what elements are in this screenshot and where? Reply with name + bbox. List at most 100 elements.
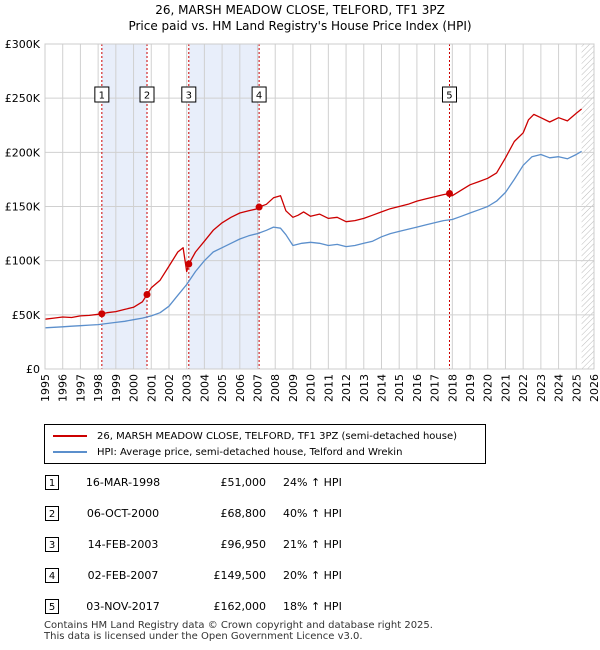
x-tick-label: 2018 xyxy=(446,374,459,402)
footer-licence: This data is licensed under the Open Gov… xyxy=(44,631,363,642)
x-tick-label: 2000 xyxy=(128,374,141,402)
x-tick-label: 1998 xyxy=(92,374,105,402)
plot-frame xyxy=(44,43,595,370)
footer-copyright: Contains HM Land Registry data © Crown c… xyxy=(44,620,433,631)
sale-number-badge: 5 xyxy=(45,599,59,614)
sale-date: 02-FEB-2007 xyxy=(87,569,159,582)
sale-marker-number: 3 xyxy=(186,91,192,102)
y-tick-label: £50K xyxy=(12,309,41,322)
x-tick-label: 2013 xyxy=(358,374,371,402)
sale-point xyxy=(255,203,263,211)
x-tick-label: 2009 xyxy=(287,374,300,402)
x-tick-label: 2024 xyxy=(553,374,566,402)
x-tick-label: 2016 xyxy=(411,374,424,402)
x-tick-label: 2012 xyxy=(340,374,353,402)
y-tick-label: £0 xyxy=(26,363,40,376)
sale-number-badge: 2 xyxy=(45,506,59,521)
legend-label-property: 26, MARSH MEADOW CLOSE, TELFORD, TF1 3PZ… xyxy=(97,431,458,442)
sale-marker-box xyxy=(94,86,110,103)
sale-marker-label: 2 xyxy=(139,86,155,103)
sale-point xyxy=(445,190,453,197)
x-tick-label: 2002 xyxy=(163,374,176,402)
y-tick-label: £100K xyxy=(5,255,41,268)
x-tick-label: 2021 xyxy=(499,374,512,402)
sale-number-badge: 1 xyxy=(45,475,59,490)
x-tick-label: 2001 xyxy=(145,374,158,402)
sale-price: £96,950 xyxy=(220,538,267,551)
y-tick-label: £250K xyxy=(5,92,41,105)
chart-subtitle: Price paid vs. HM Land Registry's House … xyxy=(128,19,472,33)
x-tick-label: 2014 xyxy=(375,374,388,402)
x-tick-label: 2003 xyxy=(181,374,194,402)
sale-date: 03-NOV-2017 xyxy=(86,600,160,613)
x-tick-label: 2019 xyxy=(464,374,477,402)
sale-point xyxy=(98,310,106,318)
sale-hpi-change: 20% ↑ HPI xyxy=(283,569,342,582)
x-tick-label: 1997 xyxy=(74,374,87,402)
sale-row: 5 03-NOV-2017 £162,000 18% ↑ HPI xyxy=(43,594,443,625)
property-price-line xyxy=(44,108,583,320)
sale-marker-number: 1 xyxy=(99,91,105,102)
sale-hpi-change: 24% ↑ HPI xyxy=(283,476,342,489)
sale-row: 2 06-OCT-2000 £68,800 40% ↑ HPI xyxy=(43,501,443,532)
x-tick-label: 2015 xyxy=(393,374,406,402)
sale-date: 16-MAR-1998 xyxy=(85,476,161,489)
sale-price: £149,500 xyxy=(213,569,267,582)
sale-marker-box xyxy=(139,86,155,103)
x-tick-label: 2026 xyxy=(588,374,600,402)
chart-legend: 26, MARSH MEADOW CLOSE, TELFORD, TF1 3PZ… xyxy=(44,424,486,464)
sale-marker-label: 3 xyxy=(181,86,197,103)
x-tick-label: 2005 xyxy=(216,374,229,402)
x-tick-label: 2007 xyxy=(252,374,265,402)
sale-hpi-change: 40% ↑ HPI xyxy=(283,507,342,520)
sale-marker-number: 2 xyxy=(144,91,150,102)
sale-row: 3 14-FEB-2003 £96,950 21% ↑ HPI xyxy=(43,532,443,563)
x-tick-label: 2025 xyxy=(570,374,583,402)
sale-row: 4 02-FEB-2007 £149,500 20% ↑ HPI xyxy=(43,563,443,594)
y-tick-label: £200K xyxy=(5,146,41,159)
x-tick-label: 2017 xyxy=(429,374,442,402)
legend-label-hpi: HPI: Average price, semi-detached house,… xyxy=(97,447,403,458)
legend-swatch-property xyxy=(53,435,87,437)
x-tick-label: 2023 xyxy=(535,374,548,402)
sale-marker-box xyxy=(181,86,197,103)
price-chart: 1 2 3 4 5 £0 £50K £100K £150K £200K £250K £300K 1995… xyxy=(5,38,600,402)
y-tick-label: £150K xyxy=(5,201,41,214)
sale-row: 1 16-MAR-1998 £51,000 24% ↑ HPI xyxy=(43,470,443,501)
sale-number-badge: 4 xyxy=(45,568,59,583)
sale-number-badge: 3 xyxy=(45,537,59,552)
sale-marker-box xyxy=(441,86,457,103)
sale-date: 06-OCT-2000 xyxy=(86,507,160,520)
hpi-line xyxy=(44,150,582,329)
x-tick-label: 1996 xyxy=(57,374,70,402)
sale-price: £51,000 xyxy=(220,476,267,489)
attribution-footer: Contains HM Land Registry data © Crown c… xyxy=(44,620,433,642)
sale-point xyxy=(143,290,151,298)
sale-marker-label: 5 xyxy=(441,86,457,103)
sale-marker-number: 5 xyxy=(446,91,452,102)
legend-item-property: 26, MARSH MEADOW CLOSE, TELFORD, TF1 3PZ… xyxy=(53,430,457,444)
x-tick-label: 1995 xyxy=(39,374,52,402)
sale-price: £68,800 xyxy=(220,507,267,520)
sale-date: 14-FEB-2003 xyxy=(87,538,159,551)
x-tick-label: 2008 xyxy=(269,374,282,402)
sale-marker-number: 4 xyxy=(256,91,262,102)
sale-hpi-change: 18% ↑ HPI xyxy=(283,600,342,613)
sale-marker-box xyxy=(251,86,267,103)
sale-price: £162,000 xyxy=(213,600,267,613)
sale-marker-label: 1 xyxy=(94,86,110,103)
legend-swatch-hpi xyxy=(53,451,87,453)
x-tick-label: 2006 xyxy=(234,374,247,402)
sales-table: 1 16-MAR-1998 £51,000 24% ↑ HPI 2 06-OCT… xyxy=(43,470,443,625)
sale-point xyxy=(185,260,193,268)
legend-item-hpi: HPI: Average price, semi-detached house,… xyxy=(53,446,402,460)
x-tick-label: 2020 xyxy=(482,374,495,402)
x-tick-label: 2011 xyxy=(322,374,335,402)
x-tick-label: 1999 xyxy=(110,374,123,402)
y-tick-label: £300K xyxy=(5,38,41,51)
sale-marker-label: 4 xyxy=(251,86,267,103)
x-tick-label: 2010 xyxy=(305,374,318,402)
sale-hpi-change: 21% ↑ HPI xyxy=(283,538,342,551)
x-tick-label: 2022 xyxy=(517,374,530,402)
x-tick-label: 2004 xyxy=(198,374,211,402)
